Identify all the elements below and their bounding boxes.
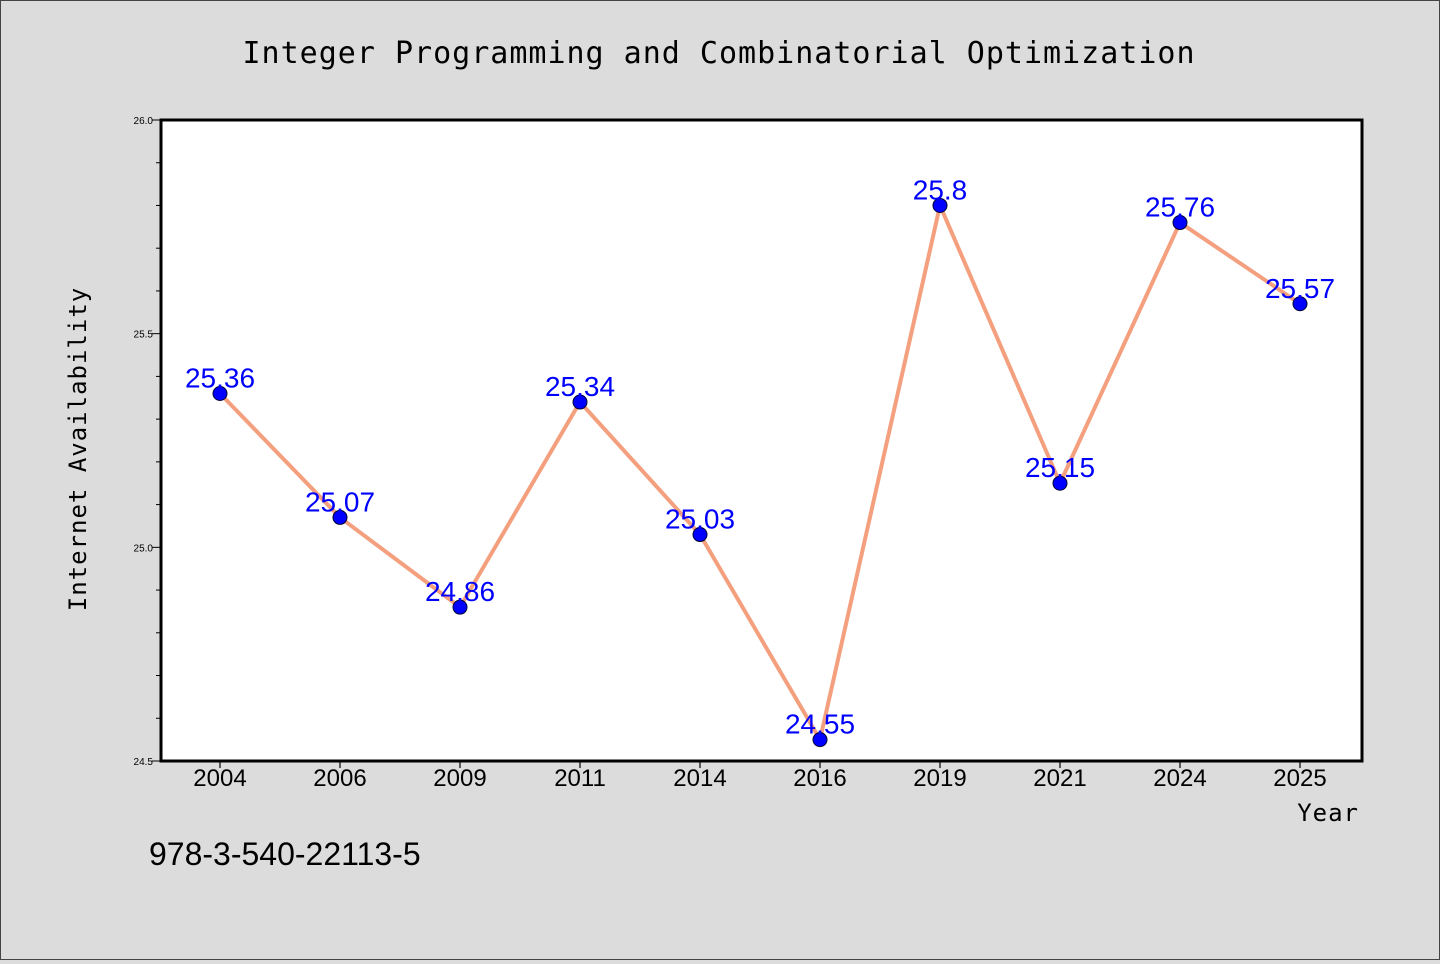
x-tick-label: 2019 (913, 765, 966, 792)
x-tick-label: 2004 (193, 765, 246, 792)
plot-frame (159, 118, 1364, 763)
x-tick-label: 2025 (1273, 765, 1326, 792)
data-point (1292, 296, 1308, 312)
data-point (212, 385, 228, 401)
x-tick-label: 2009 (433, 765, 486, 792)
data-point (572, 394, 588, 410)
data-point (452, 599, 468, 615)
y-axis-label: Internet Availability (64, 287, 92, 611)
x-axis-label: Year (1297, 799, 1359, 827)
plot-area (161, 120, 1362, 761)
data-point (812, 732, 828, 748)
data-label: 25.07 (305, 486, 375, 517)
y-tick-label: 24.5 (134, 757, 154, 768)
data-label: 24.55 (785, 709, 855, 740)
data-label: 25.34 (545, 371, 615, 402)
data-label: 25.36 (185, 362, 255, 393)
data-point (692, 527, 708, 543)
y-tick-label: 25.0 (134, 543, 154, 554)
y-axis: 24.5 25.0 25.5 26.0 (134, 116, 161, 768)
series-line (218, 203, 1302, 742)
x-axis: 2004 2006 2009 2011 2014 2016 2019 2021 2024 2025 (193, 761, 1327, 792)
x-tick-label: 2014 (673, 765, 726, 792)
x-tick-label: 2006 (313, 765, 366, 792)
y-tick-label: 25.5 (134, 330, 154, 341)
series: 25.36 25.07 24.86 25.34 25.03 24.55 25.8 25.15 2… (185, 174, 1335, 748)
x-tick-label: 2024 (1153, 765, 1206, 792)
data-point (932, 197, 948, 213)
data-label: 25.8 (913, 174, 968, 205)
x-tick-label: 2011 (554, 765, 606, 792)
data-label: 25.57 (1265, 273, 1335, 304)
chart-title: Integer Programming and Combinatorial Op… (242, 36, 1195, 71)
data-label: 25.15 (1025, 452, 1095, 483)
data-label: 25.03 (665, 504, 735, 535)
x-tick-label: 2016 (793, 765, 846, 792)
footnote-isbn: 978-3-540-22113-5 (149, 836, 421, 872)
data-label: 24.86 (425, 576, 495, 607)
data-label: 25.76 (1145, 192, 1215, 223)
data-point (1172, 215, 1188, 231)
data-point (1052, 475, 1068, 491)
data-point (332, 509, 348, 525)
x-tick-label: 2021 (1033, 765, 1086, 792)
y-tick-label: 26.0 (134, 116, 154, 127)
